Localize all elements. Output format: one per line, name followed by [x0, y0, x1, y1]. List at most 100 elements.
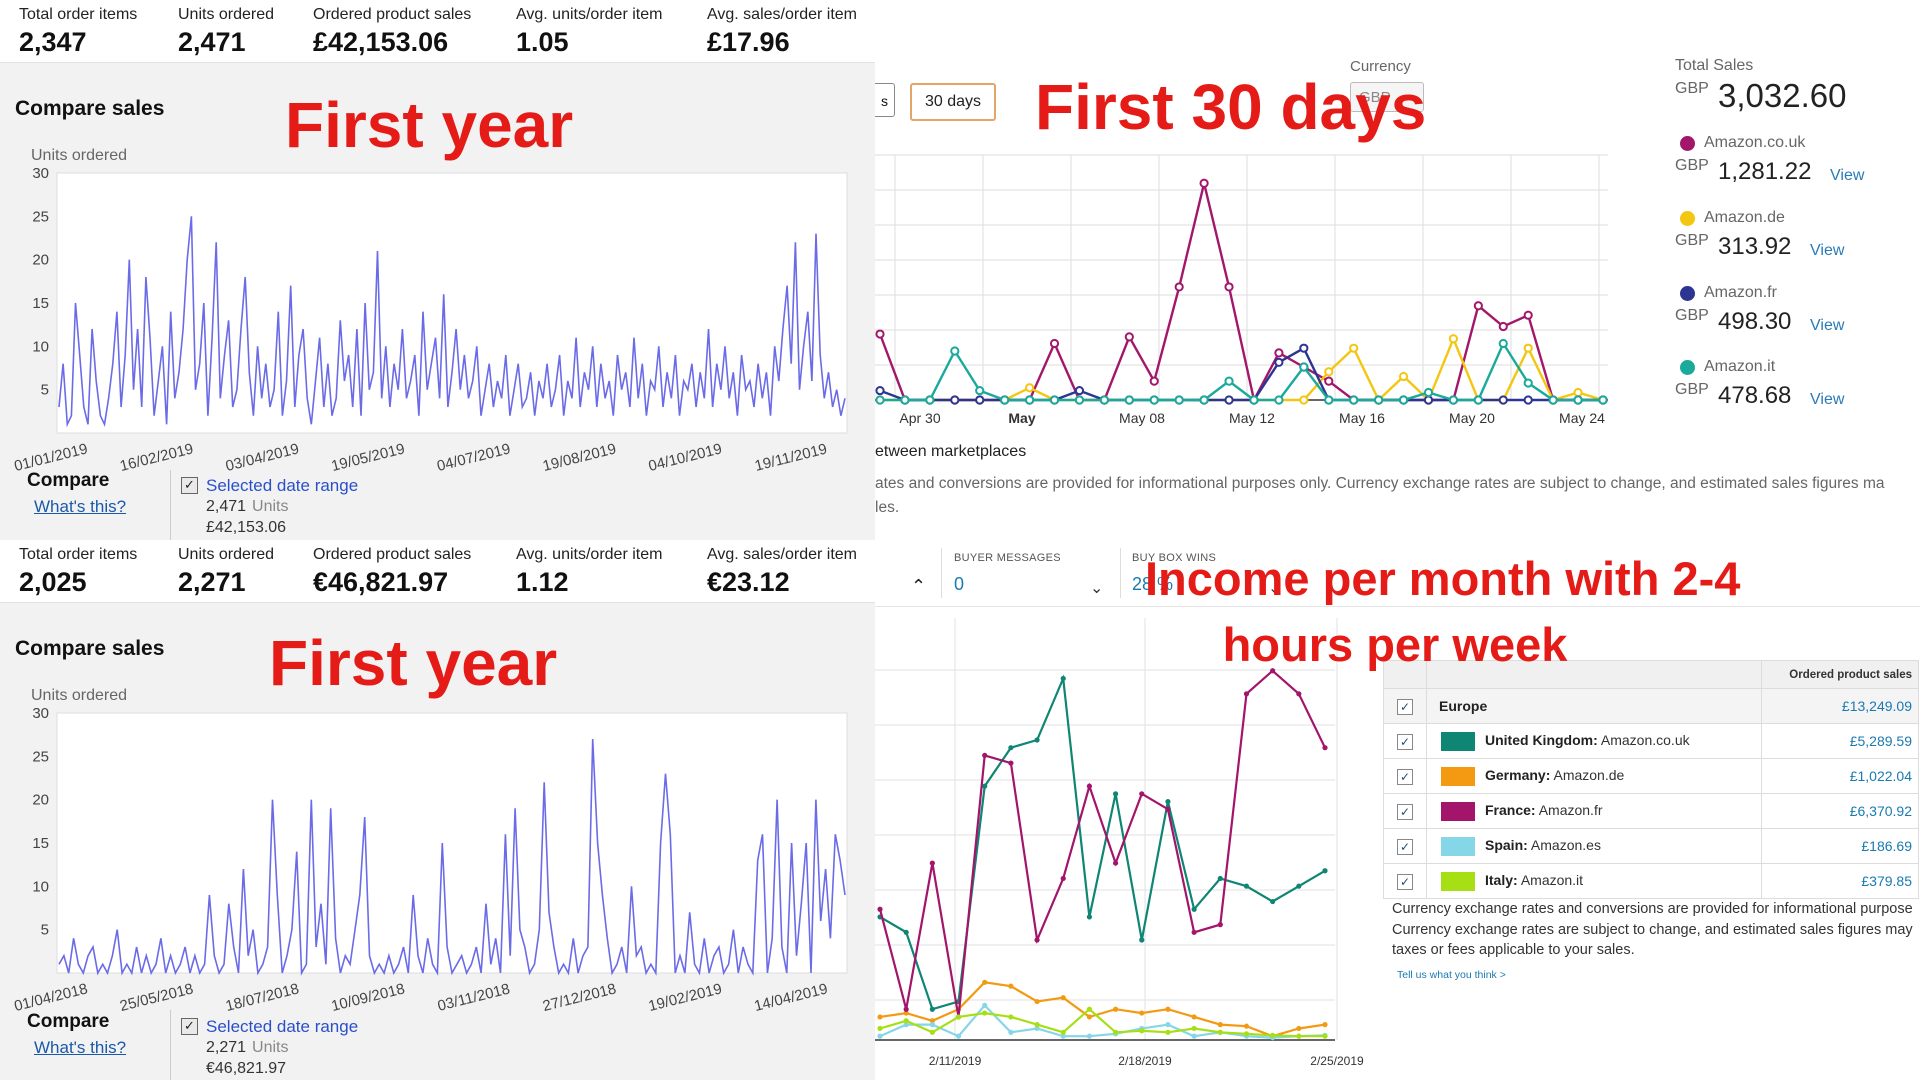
view-link[interactable]: View [1810, 391, 1845, 408]
series-point [1139, 937, 1145, 943]
checkbox[interactable]: ✓ [1397, 803, 1413, 820]
x-tick-label: 16/02/2019 [118, 440, 195, 475]
series-point [982, 979, 988, 985]
series-point [1191, 1025, 1197, 1032]
divider [1120, 548, 1121, 598]
row-checkbox[interactable]: ✓ [1383, 723, 1427, 759]
series-point [1060, 875, 1066, 882]
series-point [1217, 1022, 1223, 1028]
series-point [1139, 791, 1145, 797]
overlay-caption: First 30 days [1035, 71, 1427, 143]
series-point [1296, 1033, 1302, 1039]
feedback-link[interactable]: Tell us what you think > [1397, 969, 1506, 981]
series-point [875, 395, 885, 405]
date-range-checkbox[interactable]: ✓ [181, 477, 198, 494]
checkbox[interactable]: ✓ [1397, 873, 1413, 890]
series-point [1060, 1029, 1066, 1035]
series-point [955, 1033, 962, 1039]
whats-this-link[interactable]: What's this? [34, 497, 127, 516]
series-point [1191, 1014, 1197, 1020]
collapse-caret-icon[interactable]: ⌃ [911, 576, 927, 596]
currency-select[interactable]: GBP [1350, 82, 1424, 112]
units-ordered-series-line [58, 216, 846, 428]
row-checkbox[interactable]: ✓ [1383, 758, 1427, 794]
series-point [1296, 883, 1302, 889]
x-tick-label: 27/12/2018 [541, 980, 618, 1015]
stat-total-order-items: Total order items 2,025 [19, 546, 138, 597]
series-point [1322, 868, 1328, 874]
series-point [1060, 675, 1066, 682]
site-name: Amazon.fr [1538, 801, 1603, 818]
x-tick-label: 04/10/2019 [647, 440, 724, 475]
marketplace-currency: GBP [1675, 307, 1709, 324]
checkbox[interactable]: ✓ [1397, 733, 1413, 750]
overlay-caption: Income per month with 2-4 hours per week [1145, 546, 1740, 678]
total-sales-label: Total Sales [1675, 57, 1754, 74]
buyer-messages-value[interactable]: 0 [954, 574, 965, 594]
disclaimer-line-2: les. [875, 499, 900, 516]
series-point [1423, 387, 1434, 398]
series-point [982, 1002, 988, 1008]
monthly-income-panel: ⌃ BUYER MESSAGES 0 ⌄ BUY BOX WINS 28 % ⌄… [875, 540, 1920, 1080]
series-point [1049, 338, 1060, 349]
checkbox[interactable]: ✓ [1397, 838, 1413, 855]
row-checkbox[interactable]: ✓ [1383, 863, 1427, 899]
marketplace-panel-30-days: s 30 days Currency GBP First 30 days Apr… [875, 0, 1920, 540]
series-point [1112, 1006, 1119, 1012]
checkbox[interactable]: ✓ [1397, 768, 1413, 785]
range-button-30-days[interactable]: 30 days [910, 83, 996, 121]
series-point [1349, 395, 1359, 405]
row-checkbox[interactable]: ✓ [1383, 828, 1427, 864]
region-name: Europe [1439, 698, 1488, 714]
table-header-row: Ordered product sales [1383, 660, 1919, 689]
series-point [1243, 691, 1250, 697]
sales-panel-2018: Total order items 2,025 Units ordered 2,27… [0, 540, 875, 1080]
view-link[interactable]: View [1830, 167, 1865, 184]
buy-box-wins-value[interactable]: 28 % [1132, 574, 1174, 594]
y-axis-label: Units ordered [31, 687, 127, 704]
series-point [1224, 376, 1234, 386]
legend-swatch [1441, 871, 1475, 891]
series-point [1124, 332, 1134, 342]
range-units-value: 2,471 [206, 498, 247, 515]
series-point [903, 1010, 909, 1016]
view-link[interactable]: View [1810, 317, 1845, 334]
checkbox[interactable]: ✓ [1397, 698, 1413, 715]
x-tick-label: 2/18/2019 [1118, 1054, 1172, 1068]
series-point [1243, 883, 1250, 889]
y-axis-label: Units ordered [31, 147, 127, 164]
series-point [975, 385, 985, 396]
series-point [1000, 395, 1010, 405]
y-tick-label: 10 [32, 338, 49, 355]
stat-ordered-product-sales: Ordered product sales £42,153.06 [313, 6, 472, 57]
x-tick-label: 14/04/2019 [752, 980, 829, 1015]
whats-this-link[interactable]: What's this? [34, 1038, 127, 1057]
row-checkbox[interactable]: ✓ [1383, 793, 1427, 829]
date-range-checkbox[interactable]: ✓ [181, 1018, 198, 1035]
row-value: £379.85 [1761, 863, 1919, 899]
y-tick-label: 5 [41, 922, 49, 939]
series-point [1112, 791, 1119, 797]
stats-bar: Total order items 2,347 Units ordered 2,47… [0, 0, 875, 63]
overlay-caption: First year [269, 627, 558, 699]
series-point [1024, 383, 1035, 393]
series-point [1299, 343, 1309, 353]
y-tick-label: 20 [32, 252, 49, 269]
disclaimer-line-1: ates and conversions are provided for in… [875, 475, 1885, 492]
row-value: £186.69 [1761, 828, 1919, 864]
series-point [1473, 301, 1483, 311]
chevron-down-icon[interactable]: ⌄ [1268, 580, 1282, 597]
series-point [929, 860, 935, 866]
series-point [1473, 395, 1483, 405]
row-checkbox[interactable]: ✓ [1383, 688, 1427, 724]
range-button-previous[interactable]: s [875, 83, 895, 117]
series-point [1008, 760, 1014, 766]
legend-swatch [1441, 836, 1475, 856]
series-point [1008, 1029, 1014, 1035]
range-units: 2,471 Units [206, 498, 289, 516]
stat-total-order-items: Total order items 2,347 [19, 6, 138, 57]
chevron-down-icon[interactable]: ⌄ [1090, 580, 1104, 597]
series-point [1034, 1022, 1040, 1028]
series-point [1322, 1033, 1328, 1039]
view-link[interactable]: View [1810, 242, 1845, 259]
